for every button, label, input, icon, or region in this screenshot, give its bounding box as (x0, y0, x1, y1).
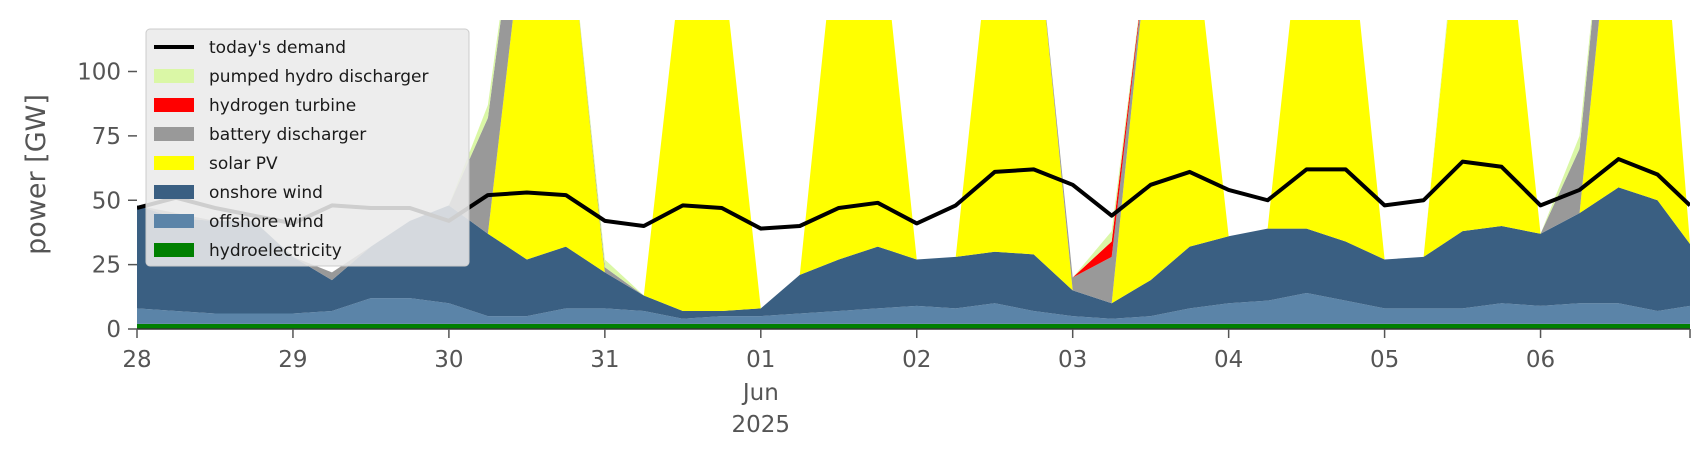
stacked-areas (137, 20, 1690, 329)
area-onshore-wind (137, 187, 1690, 319)
legend-swatch (154, 156, 194, 170)
legend-swatch (154, 127, 194, 141)
legend-swatch (154, 243, 194, 257)
x-tick-label: 31 (590, 347, 619, 373)
legend-label: onshore wind (209, 183, 323, 203)
x-tick-label: 02 (902, 347, 931, 373)
area-solar-pv (137, 20, 1690, 311)
legend-swatch (154, 185, 194, 199)
x-tick-label: 04 (1214, 347, 1243, 373)
x-tick-label: 30 (434, 347, 463, 373)
legend: today's demand pumped hydro discharger hyd… (145, 28, 470, 267)
legend-swatch (154, 69, 194, 83)
area-hydroelectricity (137, 323, 1690, 329)
y-tick-label: 25 (92, 253, 121, 279)
y-tick-label: 50 (92, 188, 121, 214)
axes: 0 25 50 75 100 28 29 30 31 01 Jun 2025 02 03 04 05 06 (77, 60, 1691, 438)
y-tick-label: 75 (92, 124, 121, 150)
legend-swatch (154, 214, 194, 228)
y-axis-label: power [GW] (21, 94, 52, 255)
x-tick-label: 01 (746, 347, 775, 373)
x-tick-label: 06 (1526, 347, 1555, 373)
x-tick-label: 05 (1370, 347, 1399, 373)
legend-label: today's demand (209, 38, 346, 58)
x-tick-label: 28 (122, 347, 151, 373)
x-tick-label: 03 (1058, 347, 1087, 373)
y-tick-label: 100 (77, 60, 121, 86)
x-tick-label: 29 (278, 347, 307, 373)
legend-box (145, 28, 470, 267)
legend-label: hydrogen turbine (209, 96, 356, 116)
x-tick-sublabel: Jun (741, 380, 779, 406)
y-tick-label: 0 (106, 317, 121, 343)
legend-swatch (154, 98, 194, 112)
legend-label: solar PV (209, 154, 278, 174)
legend-label: offshore wind (209, 212, 324, 232)
x-tick-sublabel: 2025 (732, 412, 791, 438)
legend-label: battery discharger (209, 125, 366, 145)
legend-label: hydroelectricity (209, 241, 342, 261)
legend-label: pumped hydro discharger (209, 67, 428, 87)
